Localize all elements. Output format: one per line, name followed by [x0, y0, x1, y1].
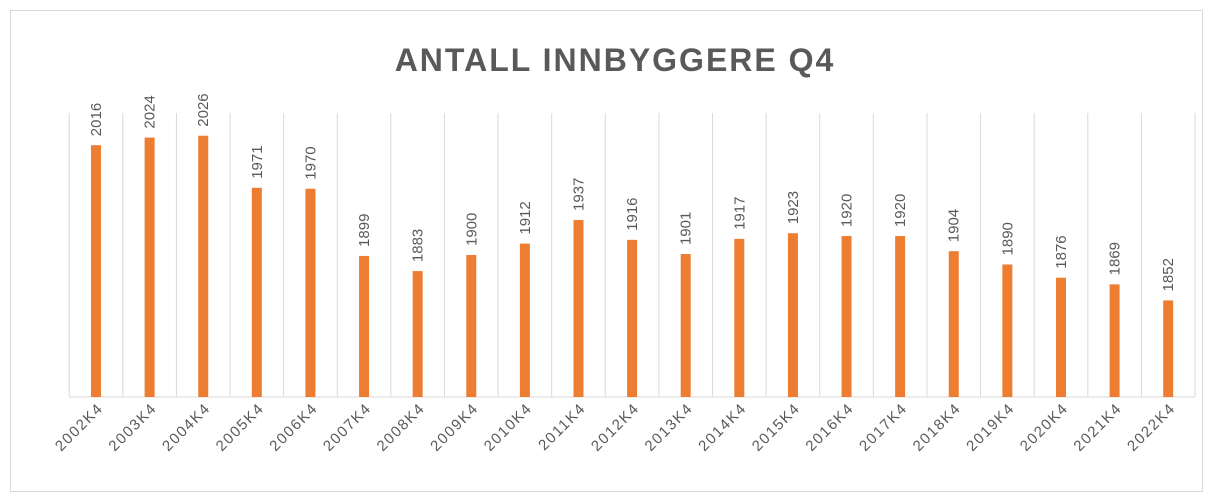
bar [466, 255, 477, 397]
value-label: 1920 [892, 194, 909, 227]
value-label: 1917 [731, 197, 748, 230]
value-label: 1876 [1053, 235, 1070, 268]
bar [305, 188, 316, 397]
chart-title: ANTALL INNBYGGERE Q4 [395, 42, 836, 78]
value-label: 2026 [195, 93, 212, 126]
bar [1163, 300, 1174, 397]
bar [787, 233, 798, 397]
value-label: 1970 [302, 146, 319, 179]
value-label: 1900 [463, 213, 480, 246]
bar [573, 219, 584, 397]
bar [1002, 264, 1013, 397]
bar [895, 236, 906, 397]
bar [680, 254, 691, 397]
bar [734, 238, 745, 397]
chart-border [10, 10, 1203, 492]
bar [1109, 284, 1120, 397]
value-label: 1869 [1107, 242, 1124, 275]
value-label: 1937 [570, 178, 587, 211]
value-label: 1852 [1160, 258, 1177, 291]
value-label: 2016 [88, 103, 105, 136]
value-label: 1971 [249, 145, 266, 178]
value-label: 1912 [517, 201, 534, 234]
bar [91, 145, 102, 397]
bar [359, 255, 370, 397]
value-label: 1916 [624, 197, 641, 230]
bar [251, 187, 262, 397]
bar [519, 243, 530, 397]
value-label: 1920 [839, 194, 856, 227]
bar [412, 271, 423, 397]
value-label: 1904 [946, 209, 963, 242]
value-label: 1899 [356, 214, 373, 247]
bar [144, 137, 155, 397]
bar [198, 135, 209, 397]
bar [627, 239, 638, 397]
value-label: 2024 [142, 95, 159, 128]
value-label: 1901 [678, 212, 695, 245]
value-label: 1883 [410, 229, 427, 262]
bar [948, 251, 959, 397]
value-label: 1890 [999, 222, 1016, 255]
value-label: 1923 [785, 191, 802, 224]
bar [841, 236, 852, 397]
bar [1055, 277, 1066, 397]
